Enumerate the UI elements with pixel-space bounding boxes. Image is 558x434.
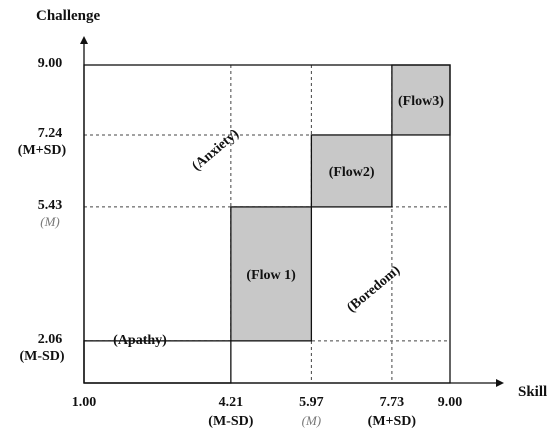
- y-tick-label: 7.24: [38, 126, 63, 141]
- apathy-box: [83, 340, 232, 384]
- x-tick-label: 4.21: [219, 395, 244, 410]
- flow3-box: [391, 64, 451, 136]
- apathy-label: (Apathy): [113, 333, 167, 348]
- x-tick-label: 9.00: [438, 395, 463, 410]
- region-boxes: [83, 64, 451, 384]
- y-tick-label: 5.43: [38, 198, 63, 213]
- x-tick-label: 5.97: [299, 395, 324, 410]
- boredom-label: (Boredom): [344, 263, 403, 316]
- y-tick-label: 2.06: [38, 332, 63, 347]
- x-tick-label: 7.73: [380, 395, 405, 410]
- y-tick-labels: 9.00 7.24 (M+SD) 5.43(M) 2.06 (M-SD): [18, 56, 67, 364]
- y-tick-sublabel: (M-SD): [19, 349, 64, 364]
- y-axis-title: Challenge: [36, 8, 101, 24]
- x-axis-title: Skill: [518, 384, 547, 400]
- y-tick-sublabel: (M+SD): [18, 143, 67, 158]
- flow2-label: (Flow2): [329, 165, 375, 180]
- x-tick-label: 1.00: [72, 395, 97, 410]
- flow1-box: [230, 206, 313, 342]
- y-tick-label: 9.00: [38, 56, 63, 71]
- flow1-label: (Flow 1): [246, 268, 296, 283]
- anxiety-label: (Anxiety): [189, 126, 242, 174]
- x-tick-sublabel: (M-SD): [208, 414, 253, 429]
- x-tick-sublabel: (M+SD): [368, 414, 417, 429]
- x-tick-labels: 1.00 4.21 (M-SD) 5.97 (M) 7.73 (M+SD) 9.00: [72, 395, 463, 429]
- y-tick-sublabel: (M): [40, 214, 60, 229]
- x-tick-sublabel: (M): [302, 413, 322, 428]
- flow2-box: [310, 134, 393, 208]
- flow3-label: (Flow3): [398, 94, 444, 109]
